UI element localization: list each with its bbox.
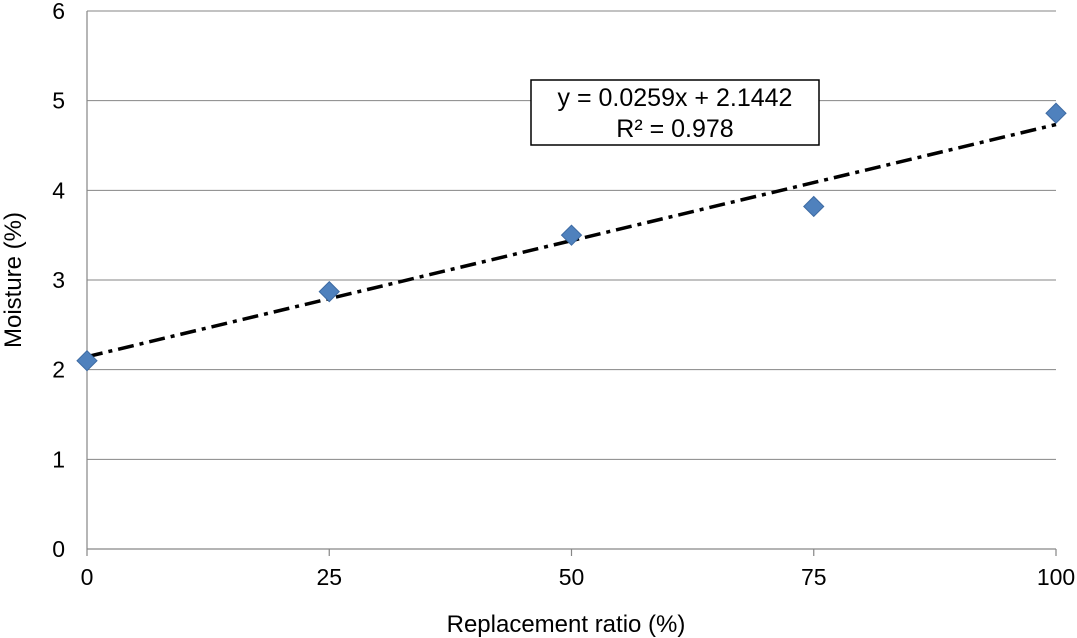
data-point bbox=[318, 280, 340, 303]
data-point bbox=[803, 195, 825, 218]
x-axis-title: Replacement ratio (%) bbox=[447, 611, 686, 638]
x-tick-label: 75 bbox=[801, 564, 827, 590]
y-tick-label: 1 bbox=[52, 446, 65, 472]
y-tick-label: 0 bbox=[52, 536, 65, 562]
trendline-r-squared: R² = 0.978 bbox=[616, 115, 733, 143]
x-tick-labels: 0 25 50 75 100 bbox=[81, 549, 1075, 590]
data-points bbox=[76, 102, 1067, 372]
trendline-equation: y = 0.0259x + 2.1442 bbox=[558, 84, 793, 112]
equation-box: y = 0.0259x + 2.1442 R² = 0.978 bbox=[530, 79, 820, 146]
y-axis-title: Moisture (%) bbox=[0, 212, 27, 348]
x-tick-label: 100 bbox=[1037, 564, 1075, 590]
trendline-group bbox=[86, 122, 1057, 359]
y-tick-label: 2 bbox=[52, 357, 65, 383]
data-point bbox=[560, 224, 583, 246]
equation-box-border bbox=[530, 79, 820, 146]
y-tick-labels: 0 1 2 3 4 5 6 bbox=[52, 0, 65, 562]
y-tick-label: 4 bbox=[52, 177, 65, 203]
x-tick-label: 25 bbox=[316, 564, 342, 590]
data-point bbox=[1045, 102, 1067, 124]
y-tick-label: 3 bbox=[52, 267, 65, 293]
data-point bbox=[76, 349, 98, 372]
x-tick-label: 0 bbox=[81, 564, 94, 590]
y-tick-label: 6 bbox=[52, 0, 65, 24]
y-tick-label: 5 bbox=[52, 88, 65, 114]
trendline bbox=[86, 122, 1057, 359]
x-tick-label: 50 bbox=[559, 564, 585, 590]
